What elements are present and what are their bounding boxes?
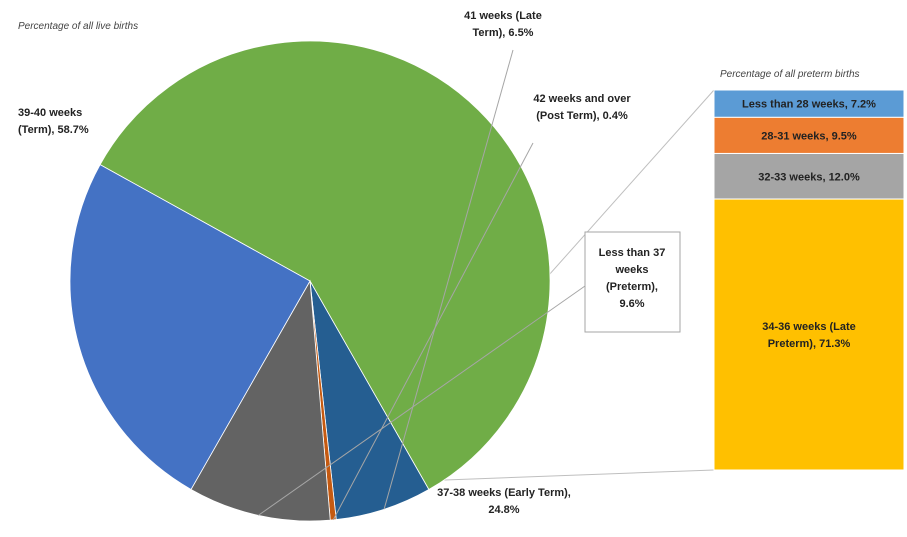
bar-segment-less-than-28-weeks-7-2 <box>713 89 905 118</box>
bar-label-less-than-28-weeks-7-2: Less than 28 weeks, 7.2% <box>742 99 876 111</box>
pie-label-41-weeks-late-line: 41 weeks (Late <box>464 10 542 22</box>
bar-segment-32-33-weeks-12-0 <box>713 152 905 200</box>
pie-slice-37-38-weeks-early-term <box>69 164 311 490</box>
pie-chart <box>69 40 551 522</box>
pie-label-39-40-weeks-line: 39-40 weeks <box>18 107 82 119</box>
pie-label-37-38-weeks-early-term-line: 37-38 weeks (Early Term), <box>437 487 571 499</box>
bar-caption: Percentage of all preterm births <box>720 69 860 80</box>
pie-label-less-than-37-line: weeks <box>614 264 648 276</box>
pie-label-less-than-37-line: 9.6% <box>619 298 644 310</box>
bar-label-34-36-weeks-late-line: Preterm), 71.3% <box>768 338 851 350</box>
bar-label-28-31-weeks-9-5-line: 28-31 weeks, 9.5% <box>761 130 857 142</box>
pie-label-42-weeks-and-over: 42 weeks and over (Post Term), 0.4% <box>533 93 631 122</box>
bar-label-34-36-weeks-late: 34-36 weeks (Late Preterm), 71.3% <box>762 321 856 350</box>
preterm-callout-box <box>584 231 681 333</box>
pie-label-less-than-37-line: Less than 37 <box>599 247 666 259</box>
pie-caption: Percentage of all live births <box>18 21 138 32</box>
pie-label-42-weeks-and-over-line: 42 weeks and over <box>533 93 631 105</box>
leader-line-preterm <box>258 285 586 516</box>
bar-segment-34-36-weeks-late <box>713 198 905 471</box>
pie-label-less-than-37: Less than 37 weeks (Preterm), 9.6% <box>599 247 666 310</box>
pie-label-39-40-weeks-line: (Term), 58.7% <box>18 124 89 136</box>
bar-label-32-33-weeks-12-0: 32-33 weeks, 12.0% <box>758 171 860 183</box>
stacked-bar-chart <box>713 89 905 471</box>
pie-label-41-weeks-late-line: Term), 6.5% <box>473 27 534 39</box>
data-labels: 39-40 weeks (Term), 58.7% 41 weeks (Late Te… <box>18 10 876 521</box>
bar-label-28-31-weeks-9-5: 28-31 weeks, 9.5% <box>761 130 857 142</box>
leader-line-41-weeks <box>383 49 514 510</box>
pie-label-39-40-weeks: 39-40 weeks (Term), 58.7% <box>18 107 89 136</box>
pie-label-41-weeks-late: 41 weeks (Late Term), 6.5% <box>464 10 542 39</box>
pie-label-42-weeks-and-over-line: (Post Term), 0.4% <box>536 110 628 122</box>
pie-label-less-than-37-line: (Preterm), <box>606 281 658 293</box>
bar-label-32-33-weeks-12-0-line: 32-33 weeks, 12.0% <box>758 171 860 183</box>
pie-label-37-38-weeks-early-term-line: 24.8% <box>488 504 519 516</box>
bar-label-34-36-weeks-late-line: 34-36 weeks (Late <box>762 321 856 333</box>
pie-slice-39-40-weeks <box>99 40 551 491</box>
pie-label-37-38-weeks-early-term: 37-38 weeks (Early Term), 24.8% <box>437 487 571 516</box>
leader-line-42-weeks <box>332 142 534 521</box>
bar-label-less-than-28-weeks-7-2-line: Less than 28 weeks, 7.2% <box>742 99 876 111</box>
